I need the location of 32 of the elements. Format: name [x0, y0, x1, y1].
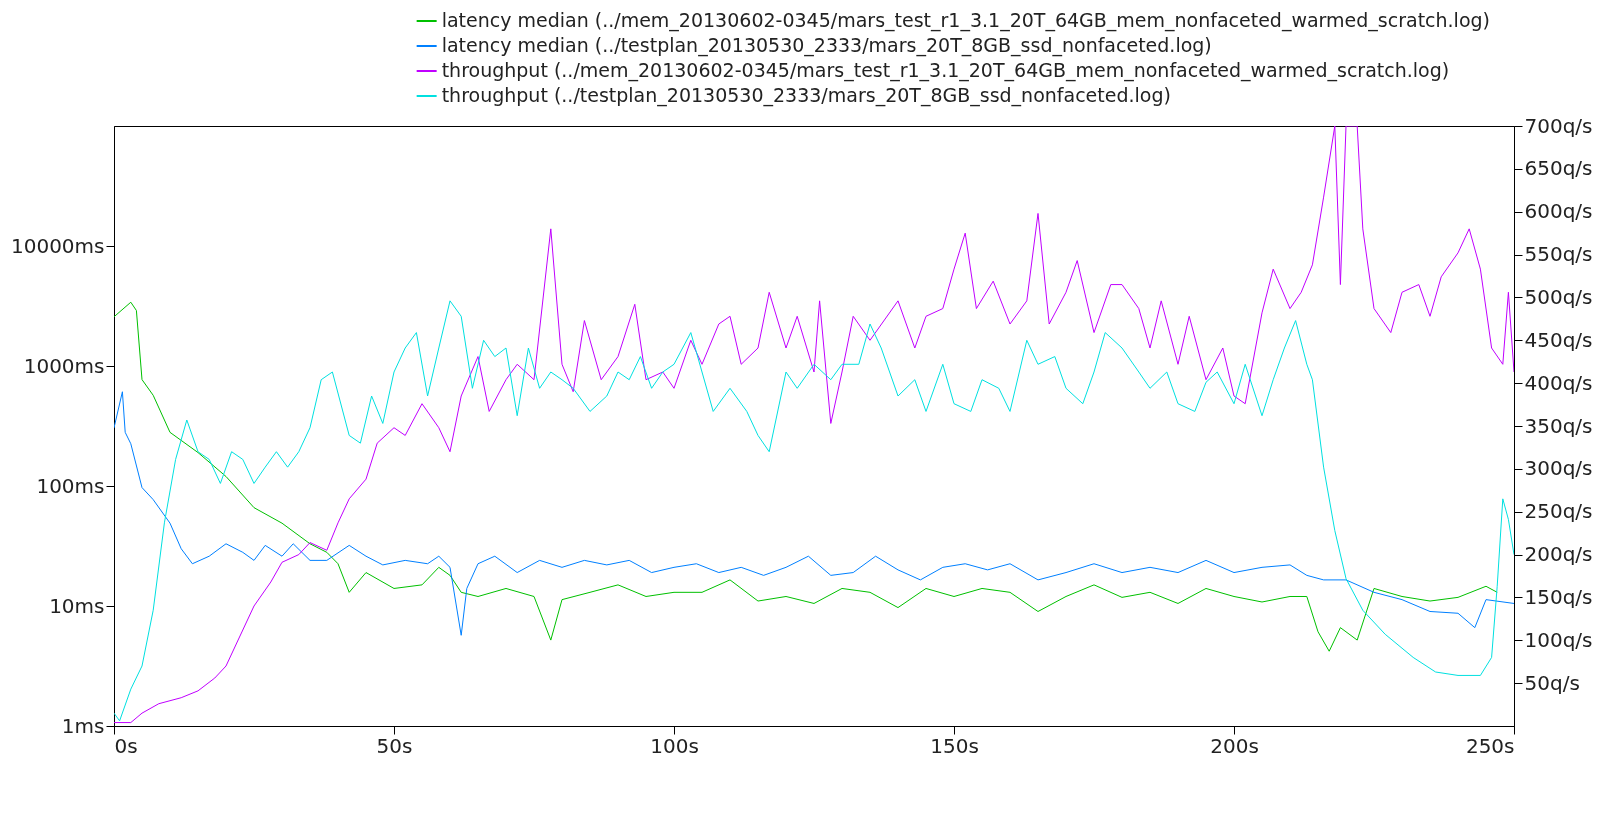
y2-tick-label: 450q/s [1524, 327, 1593, 352]
x-tick-label: 200s [1210, 733, 1259, 758]
y-tick-label: 10ms [49, 593, 105, 618]
y2-tick-label: 400q/s [1524, 370, 1593, 395]
legend-label: latency median (../mem_20130602-0345/mars_test_r1_3.1_20T_64GB_mem_nonfaceted_warmed_scratch.log) [441, 9, 1491, 32]
y-tick-label: 1000ms [23, 353, 105, 378]
y2-tick-label: 50q/s [1524, 670, 1580, 695]
legend-label: throughput (../testplan_20130530_2333/mars_20T_8GB_ssd_nonfaceted.log) [441, 84, 1171, 107]
x-tick-label: 150s [930, 733, 979, 758]
x-tick-label: 100s [650, 733, 699, 758]
y2-tick-label: 250q/s [1524, 499, 1593, 524]
x-tick-label: 250s [1465, 733, 1515, 758]
legend-label: throughput (../mem_20130602-0345/mars_test_r1_3.1_20T_64GB_mem_nonfaceted_warmed_scratch.log) [441, 59, 1450, 82]
x-tick-label: 50s [376, 733, 413, 758]
y2-tick-label: 100q/s [1524, 627, 1593, 652]
line-series [114, 391, 1514, 636]
y2-tick-label: 550q/s [1524, 242, 1593, 267]
x-tick-label: 0s [114, 733, 138, 758]
legend-label: latency median (../testplan_20130530_2333/mars_20T_8GB_ssd_nonfaceted.log) [441, 34, 1212, 57]
y2-tick-label: 500q/s [1524, 284, 1593, 309]
line-series [114, 301, 1498, 652]
line-series [114, 300, 1514, 722]
y2-tick-label: 300q/s [1524, 456, 1593, 481]
y2-tick-label: 650q/s [1524, 156, 1593, 181]
y-tick-label: 10000ms [10, 233, 105, 258]
y2-tick-label: 350q/s [1524, 413, 1593, 438]
y-tick-label: 1ms [61, 713, 105, 738]
y2-tick-label: 600q/s [1524, 199, 1593, 224]
y-tick-label: 100ms [36, 473, 105, 498]
y2-tick-label: 150q/s [1524, 584, 1593, 609]
y2-tick-label: 700q/s [1524, 113, 1593, 138]
y2-tick-label: 200q/s [1524, 542, 1593, 567]
